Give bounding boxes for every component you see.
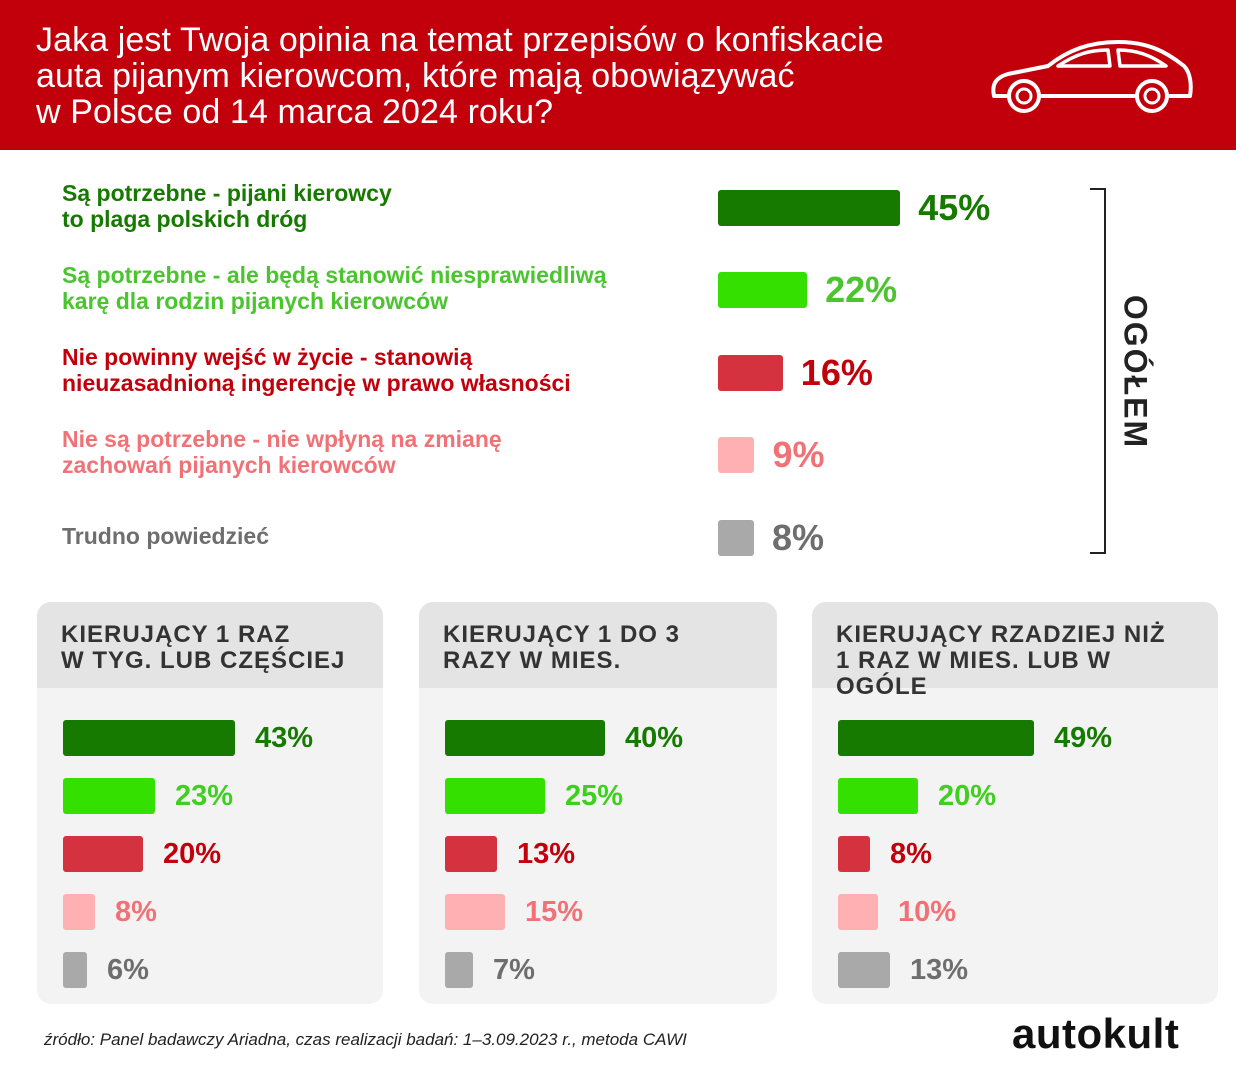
value-label: 40% xyxy=(625,722,684,754)
bar xyxy=(718,190,901,226)
panel-title-line: KIERUJĄCY 1 DO 3 xyxy=(443,621,680,648)
panel-header: KIERUJĄCY 1 DO 3 RAZY W MIES. xyxy=(419,602,777,688)
bar xyxy=(718,355,783,391)
bar xyxy=(63,778,155,814)
value-label: 25% xyxy=(565,780,624,812)
value-label: 9% xyxy=(772,434,825,475)
category-label-line: Nie powinny wejść w życie - stanowią xyxy=(62,344,473,370)
panel-title-line: 1 RAZ W MIES. LUB W OGÓLE xyxy=(836,647,1111,700)
value-label: 22% xyxy=(825,269,898,310)
panel-title-line: KIERUJĄCY RZADZIEJ NIŻ xyxy=(836,621,1166,648)
bar xyxy=(445,720,605,756)
bar xyxy=(838,778,918,814)
category-label-line: zachowań pijanych kierowców xyxy=(62,452,396,478)
category-label-line: to plaga polskich dróg xyxy=(62,206,308,232)
panel-title: KIERUJĄCY RZADZIEJ NIŻ 1 RAZ W MIES. LUB… xyxy=(836,622,1208,700)
value-label: 43% xyxy=(255,722,314,754)
panel-title-line: KIERUJĄCY 1 RAZ xyxy=(61,621,291,648)
bar xyxy=(63,720,235,756)
bar xyxy=(718,437,755,473)
bar xyxy=(838,836,870,872)
category-label: Nie są potrzebne - nie wpłyną na zmianę z… xyxy=(62,426,702,478)
bar xyxy=(838,952,890,988)
value-label: 16% xyxy=(800,352,873,393)
overall-bracket xyxy=(1090,188,1106,554)
category-label-line: Są potrzebne - pijani kierowcy xyxy=(62,180,392,206)
value-label: 15% xyxy=(525,896,584,928)
overall-group-label: OGÓŁEM xyxy=(1117,294,1154,450)
category-label: Są potrzebne - pijani kierowcy to plaga p… xyxy=(62,180,702,232)
value-label: 45% xyxy=(918,187,991,228)
category-label-line: Trudno powiedzieć xyxy=(62,523,270,549)
segment-panel-weekly: KIERUJĄCY 1 RAZ W TYG. LUB CZĘŚCIEJ 43% 2… xyxy=(37,602,383,1004)
bar xyxy=(445,836,497,872)
category-label: Trudno powiedzieć xyxy=(62,523,702,549)
category-label: Nie powinny wejść w życie - stanowią nieu… xyxy=(62,344,702,396)
panel-title-line: RAZY W MIES. xyxy=(443,647,622,674)
value-label: 20% xyxy=(163,838,222,870)
header-banner: Jaka jest Twoja opinia na temat przepisó… xyxy=(0,0,1236,150)
panel-header: KIERUJĄCY RZADZIEJ NIŻ 1 RAZ W MIES. LUB… xyxy=(812,602,1218,700)
chart-title: Jaka jest Twoja opinia na temat przepisó… xyxy=(36,22,976,130)
bar xyxy=(445,894,505,930)
segment-panel-monthly: KIERUJĄCY 1 DO 3 RAZY W MIES. 40% 25% 13% 1… xyxy=(419,602,777,1004)
category-label-line: karę dla rodzin pijanych kierowców xyxy=(62,288,449,314)
category-label-line: Nie są potrzebne - nie wpłyną na zmianę xyxy=(62,426,502,452)
value-label: 10% xyxy=(898,896,957,928)
bar xyxy=(838,720,1034,756)
value-label: 49% xyxy=(1054,722,1113,754)
panel-header: KIERUJĄCY 1 RAZ W TYG. LUB CZĘŚCIEJ xyxy=(37,602,383,688)
value-label: 8% xyxy=(115,896,157,928)
panel-title: KIERUJĄCY 1 RAZ W TYG. LUB CZĘŚCIEJ xyxy=(61,622,373,674)
bar xyxy=(63,952,87,988)
value-label: 8% xyxy=(890,838,932,870)
segment-panel-rarely: KIERUJĄCY RZADZIEJ NIŻ 1 RAZ W MIES. LUB… xyxy=(812,602,1218,1004)
panel-title-line: W TYG. LUB CZĘŚCIEJ xyxy=(61,647,346,674)
source-note: źródło: Panel badawczy Ariadna, czas rea… xyxy=(44,1030,687,1049)
panel-title: KIERUJĄCY 1 DO 3 RAZY W MIES. xyxy=(443,622,767,674)
title-line: w Polsce od 14 marca 2024 roku? xyxy=(36,93,554,131)
bar xyxy=(718,520,754,556)
category-label: Są potrzebne - ale będą stanowić niespra… xyxy=(62,262,702,314)
category-label-line: Są potrzebne - ale będą stanowić niespra… xyxy=(62,262,607,288)
bar xyxy=(445,952,473,988)
value-label: 7% xyxy=(493,954,535,986)
bar xyxy=(63,836,143,872)
bar xyxy=(63,894,95,930)
title-line: Jaka jest Twoja opinia na temat przepisó… xyxy=(36,21,884,59)
brand-logo: autokult xyxy=(1012,1010,1180,1057)
value-label: 6% xyxy=(107,954,149,986)
title-line: auta pijanym kierowcom, które mają obowi… xyxy=(36,57,795,95)
bar xyxy=(445,778,545,814)
bar xyxy=(838,894,878,930)
value-label: 13% xyxy=(910,954,969,986)
value-label: 13% xyxy=(517,838,576,870)
category-label-line: nieuzasadnioną ingerencję w prawo własno… xyxy=(62,370,571,396)
value-label: 20% xyxy=(938,780,997,812)
bar xyxy=(718,272,808,308)
car-icon xyxy=(991,40,1193,113)
value-label: 23% xyxy=(175,780,234,812)
value-label: 8% xyxy=(772,517,825,558)
